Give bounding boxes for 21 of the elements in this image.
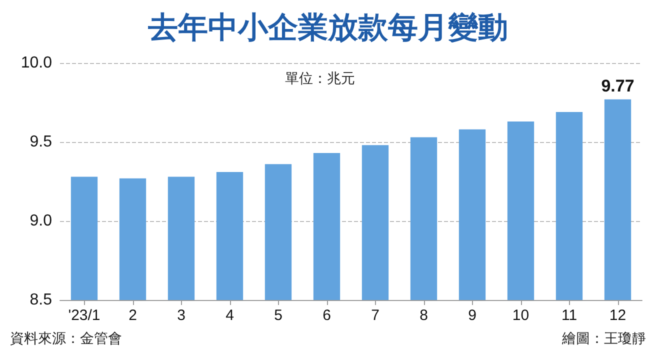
y-tick-label: 10.0 <box>20 54 52 72</box>
y-tick-label: 9.5 <box>30 134 52 150</box>
source-note: 資料來源：金管會 <box>10 331 122 347</box>
x-tick-label: 6 <box>322 307 331 324</box>
x-tick-label: '23/1 <box>68 307 100 324</box>
x-tick-label: 4 <box>226 307 234 324</box>
chart-title: 去年中小企業放款每月變動 <box>147 10 508 46</box>
text: 繪圖：王瓊靜 <box>561 331 646 347</box>
x-tick-label: 12 <box>609 307 626 324</box>
x-tick-label: 9 <box>468 307 476 324</box>
x-tick-label: 2 <box>128 307 137 324</box>
data-label: 9.77 <box>601 76 634 96</box>
annotation: 單位：兆元 <box>285 71 355 87</box>
x-tick-label: 3 <box>177 307 186 324</box>
x-tick-label: 8 <box>420 307 428 324</box>
y-tick-label: 8.5 <box>30 292 52 308</box>
x-tick-label: 10 <box>512 307 530 324</box>
y-tick-label: 9.0 <box>30 212 52 230</box>
x-tick-label: 7 <box>371 307 380 324</box>
x-tick-label: 11 <box>561 307 578 324</box>
x-tick-label: 5 <box>274 307 282 324</box>
